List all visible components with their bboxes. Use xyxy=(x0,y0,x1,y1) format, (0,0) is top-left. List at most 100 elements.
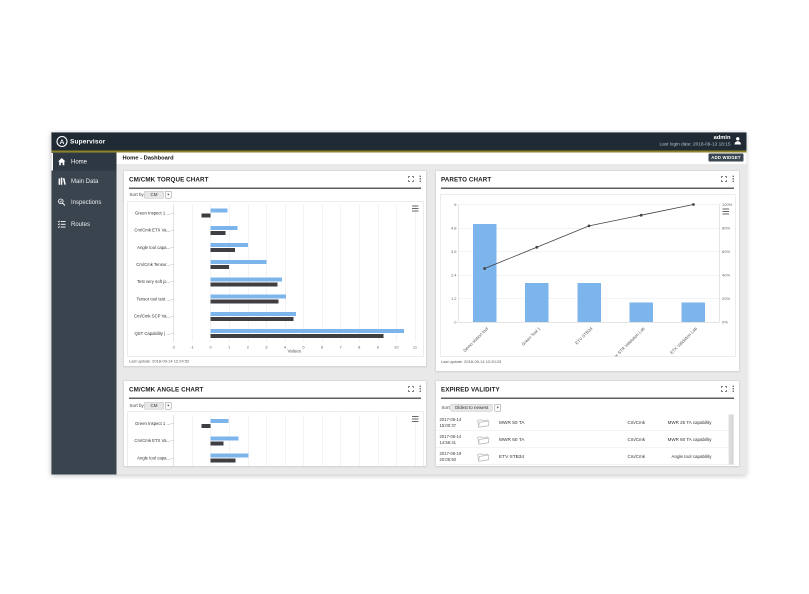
chart-gridline xyxy=(377,204,379,342)
x-axis-tick-label: 7 xyxy=(339,345,342,350)
sidebar-item-routes[interactable]: Routes xyxy=(52,216,117,234)
chart-x-axis-line xyxy=(458,322,720,323)
bar-cmk xyxy=(210,458,236,463)
user-name: admin xyxy=(713,134,731,141)
list-scrollbar[interactable] xyxy=(728,414,734,465)
sort-by-label: Sort by xyxy=(129,403,144,408)
bar-cmk xyxy=(210,316,294,321)
category-label: Cm/Cmk ETX Va... xyxy=(134,438,170,444)
chart-gridline xyxy=(458,275,720,276)
chart-gridline xyxy=(229,415,230,466)
x-axis-title: Values xyxy=(287,348,301,354)
menu-dots-icon[interactable] xyxy=(732,175,735,183)
category-tick xyxy=(170,247,174,248)
sidebar-item-inspections[interactable]: Inspections xyxy=(52,194,117,212)
chart-gridline xyxy=(396,204,397,342)
category-label: Cm/Cmk Tensor... xyxy=(136,261,170,267)
category-label: Angle tool capa... xyxy=(137,244,170,250)
panel-torque-chart: CM/CMK TORQUE CHART Sort by CM ▾ Green I… xyxy=(123,170,427,367)
user-block[interactable]: admin Last login date: 2018-09-13 18:15 xyxy=(659,134,730,148)
x-axis-tick-label: 9 xyxy=(376,345,379,350)
bar-cm xyxy=(210,436,239,441)
sort-dropdown-button[interactable]: ▾ xyxy=(165,402,172,410)
list-scrollbar-thumb[interactable] xyxy=(729,415,733,464)
title-underline xyxy=(129,397,421,399)
panel-expired-validity: EXPIRED VALIDITY Sort Oldest to newest ▾… xyxy=(435,380,740,467)
category-tick xyxy=(170,333,174,334)
row-capability: Angle tool capability xyxy=(671,454,712,459)
x-axis-tick-label: 8 xyxy=(358,345,361,350)
sort-dropdown-button[interactable]: ▾ xyxy=(494,404,501,412)
bar-cmk xyxy=(210,265,230,270)
chart-gridline xyxy=(284,415,286,466)
expired-validity-row[interactable]: 2017-06-19 20:05:50 ETV STB34 Cm/Cmk Angle t… xyxy=(436,448,729,465)
secondary-y-axis-tick-label: 80% xyxy=(722,225,731,231)
category-label: Cm/Cmk SCP Va... xyxy=(134,313,170,319)
inspections-icon xyxy=(58,198,67,207)
sidebar-item-main-data[interactable]: Main Data xyxy=(52,173,117,191)
category-tick xyxy=(170,440,174,442)
sort-by-label: Sort by xyxy=(129,192,144,197)
category-label: Tensor tool test ... xyxy=(136,296,170,302)
panel-title: PARETO CHART xyxy=(441,176,492,183)
main-data-icon xyxy=(58,177,67,186)
chart-gridline xyxy=(303,415,305,466)
category-label: Cm/Cmk ETX Va... xyxy=(134,227,170,233)
x-axis-tick-label: 5 xyxy=(302,345,305,350)
expired-validity-row[interactable]: 2017-06-14 14:56:41 MWR 60 TA Cm/Cmk MWR 60 … xyxy=(436,431,729,448)
row-tool-name: MWR 50 TA xyxy=(499,420,525,426)
pareto-bar xyxy=(525,282,549,322)
chart-context-menu-icon[interactable] xyxy=(722,208,729,215)
panel-title: CM/CMK TORQUE CHART xyxy=(129,176,209,183)
chart-gridline xyxy=(229,204,230,342)
row-capability: MWR 25 TA capability xyxy=(667,420,712,425)
sort-dropdown-button[interactable]: ▾ xyxy=(165,191,172,199)
chart-y-axis-line xyxy=(173,415,174,466)
add-widget-button[interactable]: ADD WIDGET xyxy=(708,153,744,162)
pareto-bar xyxy=(472,224,497,322)
bar-cm xyxy=(210,453,249,458)
secondary-y-axis-tick-label: 20% xyxy=(722,296,731,301)
accent-gold-line xyxy=(51,150,747,153)
x-axis-tick-label: -2 xyxy=(171,345,176,350)
category-label: Green Inspect 1 ... xyxy=(135,420,170,426)
sidebar-item-label: Inspections xyxy=(71,198,102,206)
category-label: Green Inspect 1 ... xyxy=(135,210,170,216)
product-name: Supervisor xyxy=(70,137,106,146)
y-axis-tick-label: 0 xyxy=(454,319,457,325)
pareto-bar xyxy=(681,302,706,322)
chart-context-menu-icon[interactable] xyxy=(412,205,419,212)
expand-icon[interactable] xyxy=(408,386,414,392)
sort-select[interactable]: CM xyxy=(144,402,164,410)
panel-title: CM/CMK ANGLE CHART xyxy=(129,386,204,393)
menu-dots-icon[interactable] xyxy=(419,385,422,393)
category-tick xyxy=(170,298,174,300)
row-inspection-type: Cm/Cmk xyxy=(627,420,646,425)
y-axis-tick-label: 1.2 xyxy=(450,296,457,301)
chart-context-menu-icon[interactable] xyxy=(412,416,419,422)
expired-validity-row[interactable]: 2017-06-14 15:00:37 MWR 50 TA Cm/Cmk MWR 25 … xyxy=(436,414,729,431)
expand-icon[interactable] xyxy=(721,386,727,392)
sidebar-item-home[interactable]: Home xyxy=(51,153,117,171)
sort-select[interactable]: Oldest to newest xyxy=(450,404,493,412)
category-label: Test very soft jo... xyxy=(136,279,170,285)
user-icon[interactable] xyxy=(734,137,742,146)
chart-gridline xyxy=(247,415,249,466)
chart-gridline xyxy=(284,204,286,342)
x-axis-tick-label: -1 xyxy=(190,345,194,350)
sort-select[interactable]: CM xyxy=(144,191,164,199)
expand-icon[interactable] xyxy=(408,176,414,182)
app-logo-icon: A xyxy=(56,135,68,148)
y-axis-tick-label: 2.4 xyxy=(450,272,457,278)
category-tick xyxy=(170,281,174,283)
bar-cmk xyxy=(201,213,211,218)
bar-cm xyxy=(210,419,229,424)
chart-gridline xyxy=(340,415,342,466)
menu-dots-icon[interactable] xyxy=(419,175,422,183)
menu-dots-icon[interactable] xyxy=(732,385,735,393)
chart-gridline xyxy=(458,204,720,205)
category-tick xyxy=(170,316,174,317)
expand-icon[interactable] xyxy=(721,176,727,182)
bar-cmk xyxy=(210,299,279,304)
